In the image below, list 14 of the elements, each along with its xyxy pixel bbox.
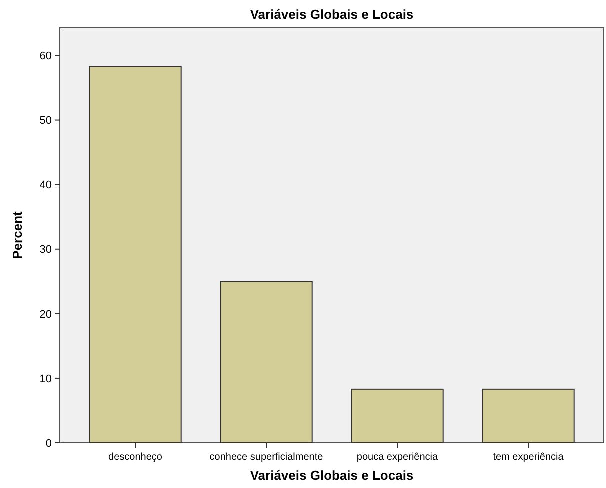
x-tick-label: tem experiência xyxy=(493,452,564,463)
y-tick-label: 60 xyxy=(40,50,52,63)
x-tick-label: conhece superficialmente xyxy=(210,452,324,463)
y-tick-label: 20 xyxy=(40,308,52,321)
y-tick-label: 40 xyxy=(40,180,52,192)
x-axis-title: Variáveis Globais e Locais xyxy=(250,468,414,483)
y-tick-label: 0 xyxy=(46,438,52,450)
y-axis-title: Percent xyxy=(10,210,25,260)
y-tick-label: 50 xyxy=(40,115,52,128)
x-tick-label: desconheço xyxy=(108,452,163,463)
y-tick-label: 30 xyxy=(40,244,52,256)
x-tick-label: pouca experiência xyxy=(356,452,439,463)
y-tick-label: 10 xyxy=(40,373,52,386)
chart-title: Variáveis Globais e Locais xyxy=(250,7,414,22)
